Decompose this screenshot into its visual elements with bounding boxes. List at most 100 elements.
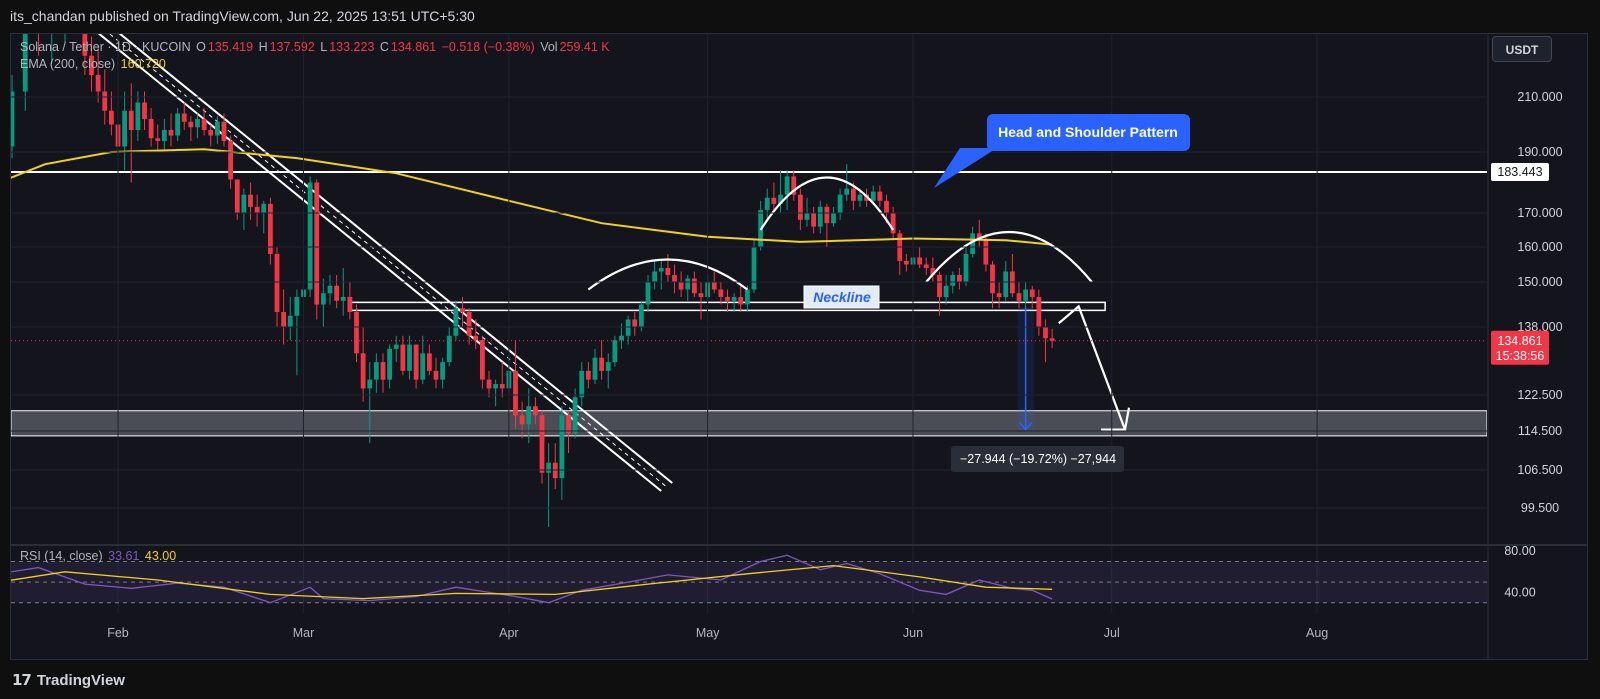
candle-down [228,141,234,180]
candle-down [1029,289,1035,297]
candle-down [797,194,803,220]
candle-up [778,194,783,204]
candle-down [566,415,571,434]
descending-channel [97,34,673,492]
high-value: 137.592 [269,40,315,54]
candle-down [532,406,538,416]
candle-up [526,406,532,425]
candle-down [76,0,81,9]
candle-down [771,197,777,204]
candle-up [844,188,850,195]
candle-up [320,293,326,305]
candle-up [950,275,956,286]
candle-down [890,213,896,234]
candle-down [142,102,147,119]
candle-down [82,34,88,56]
candle-down [479,340,485,380]
x-tick-label: Mar [293,626,315,640]
candle-down [976,233,982,241]
candle-down [824,206,830,224]
candle-down [937,275,942,297]
candle-down [108,110,114,125]
candle-up [387,348,393,380]
channel-midline [108,34,668,488]
candle-down [539,415,545,473]
measure-label: −27.944 (−19.72%) −27,944 [951,446,1124,472]
symbol-name[interactable]: Solana / Tether · 1D · KUCOIN [20,40,191,54]
candle-down [877,191,883,201]
candle-down [791,176,797,195]
candle-up [658,268,664,272]
candle-up [373,362,379,380]
countdown-text: 15:38:56 [1496,349,1545,363]
ema-label[interactable]: EMA (200, close) [20,57,116,71]
candle-up [857,194,863,201]
resistance-tag-text: 183.443 [1497,165,1542,179]
candle-up [817,206,823,227]
y-tick-label: 106.500 [1517,463,1562,477]
candle-down [334,285,340,301]
measure-label-box [951,446,1124,472]
publish-header: its_chandan published on TradingView.com… [0,0,1600,33]
candle-down [983,240,989,265]
candle-down [89,55,94,75]
tradingview-logo-icon: 𝟭𝟳 [12,672,32,689]
candle-up [764,197,770,210]
candle-up [175,113,181,136]
chart-frame[interactable] [10,33,1588,660]
candle-down [672,275,677,282]
ema-legend: EMA (200, close) 160.720 [20,57,168,71]
candle-up [605,362,611,371]
candle-down [711,282,717,290]
neckline-label-text: Neckline [813,289,871,305]
candle-down [426,353,432,371]
support-zone [11,410,1487,437]
candle-up [612,340,618,363]
last-price-text: 134.861 [1497,334,1542,348]
candle-down [884,200,889,213]
close-label: C [379,40,389,54]
vol-label: Vol [540,40,558,54]
candle-down [400,344,406,371]
candle-down [1036,297,1042,327]
x-tick-label: Jun [903,626,923,640]
candle-down [850,188,856,201]
candle-down [248,194,253,207]
candle-down [513,370,518,416]
y-tick-label: 190.000 [1517,145,1562,159]
candle-down [148,119,154,139]
y-tick-label: 170.000 [1517,206,1562,220]
candle-up [731,297,737,301]
candle-down [811,213,817,227]
candle-up [294,297,300,316]
candle-down [499,384,505,389]
candle-down [347,297,353,312]
y-tick-label: 114.500 [1518,424,1562,438]
candle-down [1049,338,1055,341]
rsi-legend: RSI (14, close) 33.61 43.00 [20,549,178,563]
candle-up [625,319,631,336]
candle-down [903,261,909,265]
candle-down [466,312,472,336]
candle-down [314,182,320,305]
left-shoulder-arc [587,258,749,291]
tradingview-logo[interactable]: 𝟭𝟳 TradingView [12,671,125,690]
candle-up [122,110,128,147]
y-tick-label: 138.000 [1517,320,1562,334]
open-value: 135.419 [207,40,254,54]
candle-up [572,397,578,434]
candle-down [234,179,240,213]
candle-up [11,91,15,147]
x-tick-label: May [696,626,720,640]
neckline-label: Neckline [803,285,880,309]
currency-button[interactable]: USDT [1492,36,1552,62]
candle-up [1023,289,1029,301]
candle-up [446,335,452,363]
candle-down [1043,327,1048,339]
candle-down [996,293,1002,297]
candle-up [784,176,790,195]
candle-up [579,370,585,398]
candle-up [327,285,333,294]
rsi-label[interactable]: RSI (14, close) [20,549,103,563]
